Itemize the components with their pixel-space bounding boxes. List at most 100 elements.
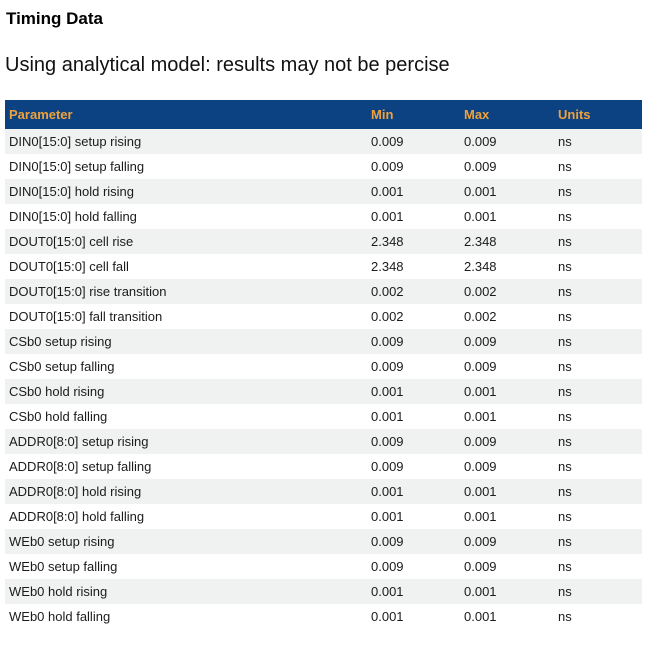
cell-parameter: DOUT0[15:0] fall transition: [9, 309, 163, 324]
cell-max: 0.001: [464, 484, 497, 499]
cell-units: ns: [558, 509, 572, 524]
cell-min: 0.009: [371, 334, 404, 349]
cell-max: 0.009: [464, 134, 497, 149]
page-title: Timing Data: [6, 9, 103, 28]
cell-parameter: CSb0 setup falling: [9, 359, 115, 374]
cell-max: 0.001: [464, 184, 497, 199]
table-row: DIN0[15:0] setup falling 0.009 0.009 ns: [5, 154, 642, 179]
cell-units: ns: [558, 359, 572, 374]
cell-max: 2.348: [464, 259, 497, 274]
table-row: CSb0 hold rising 0.001 0.001 ns: [5, 379, 642, 404]
cell-units: ns: [558, 159, 572, 174]
cell-max: 2.348: [464, 234, 497, 249]
cell-max: 0.002: [464, 309, 497, 324]
cell-units: ns: [558, 484, 572, 499]
cell-min: 0.009: [371, 534, 404, 549]
column-header-min: Min: [371, 107, 394, 122]
table-row: WEb0 hold rising 0.001 0.001 ns: [5, 579, 642, 604]
cell-parameter: WEb0 setup falling: [9, 559, 118, 574]
cell-min: 0.001: [371, 484, 404, 499]
cell-units: ns: [558, 584, 572, 599]
cell-parameter: ADDR0[8:0] hold falling: [9, 509, 145, 524]
cell-min: 0.001: [371, 509, 404, 524]
table-row: DOUT0[15:0] fall transition 0.002 0.002 …: [5, 304, 642, 329]
cell-min: 0.001: [371, 184, 404, 199]
table-row: DOUT0[15:0] rise transition 0.002 0.002 …: [5, 279, 642, 304]
cell-min: 0.009: [371, 134, 404, 149]
cell-max: 0.002: [464, 284, 497, 299]
table-row: ADDR0[8:0] setup rising 0.009 0.009 ns: [5, 429, 642, 454]
cell-min: 0.002: [371, 309, 404, 324]
cell-parameter: CSb0 hold rising: [9, 384, 105, 399]
table-row: ADDR0[8:0] hold falling 0.001 0.001 ns: [5, 504, 642, 529]
cell-min: 0.009: [371, 559, 404, 574]
column-header-units: Units: [558, 107, 591, 122]
cell-parameter: CSb0 setup rising: [9, 334, 112, 349]
cell-units: ns: [558, 134, 572, 149]
table-row: DIN0[15:0] hold rising 0.001 0.001 ns: [5, 179, 642, 204]
cell-min: 2.348: [371, 234, 404, 249]
cell-max: 0.001: [464, 509, 497, 524]
cell-units: ns: [558, 409, 572, 424]
table-body: DIN0[15:0] setup rising 0.009 0.009 ns D…: [5, 129, 642, 629]
cell-min: 0.009: [371, 359, 404, 374]
cell-max: 0.009: [464, 434, 497, 449]
cell-units: ns: [558, 284, 572, 299]
cell-parameter: ADDR0[8:0] hold rising: [9, 484, 142, 499]
cell-max: 0.009: [464, 159, 497, 174]
cell-units: ns: [558, 384, 572, 399]
cell-units: ns: [558, 184, 572, 199]
cell-parameter: DIN0[15:0] hold rising: [9, 184, 135, 199]
cell-units: ns: [558, 534, 572, 549]
table-row: DIN0[15:0] setup rising 0.009 0.009 ns: [5, 129, 642, 154]
cell-min: 0.001: [371, 584, 404, 599]
cell-units: ns: [558, 459, 572, 474]
table-row: DOUT0[15:0] cell rise 2.348 2.348 ns: [5, 229, 642, 254]
table-row: DIN0[15:0] hold falling 0.001 0.001 ns: [5, 204, 642, 229]
cell-parameter: DIN0[15:0] hold falling: [9, 209, 137, 224]
cell-units: ns: [558, 309, 572, 324]
table-header-row: Parameter Min Max Units: [5, 100, 642, 129]
cell-parameter: ADDR0[8:0] setup falling: [9, 459, 152, 474]
cell-min: 0.002: [371, 284, 404, 299]
cell-min: 0.009: [371, 159, 404, 174]
cell-units: ns: [558, 609, 572, 624]
cell-min: 0.001: [371, 209, 404, 224]
table-row: WEb0 setup rising 0.009 0.009 ns: [5, 529, 642, 554]
cell-min: 0.001: [371, 384, 404, 399]
cell-parameter: ADDR0[8:0] setup rising: [9, 434, 149, 449]
page-subtitle: Using analytical model: results may not …: [5, 54, 450, 76]
cell-max: 0.001: [464, 209, 497, 224]
cell-max: 0.001: [464, 609, 497, 624]
cell-max: 0.009: [464, 559, 497, 574]
cell-min: 0.009: [371, 459, 404, 474]
cell-max: 0.001: [464, 384, 497, 399]
timing-table: Parameter Min Max Units DIN0[15:0] setup…: [5, 100, 642, 629]
cell-units: ns: [558, 559, 572, 574]
cell-parameter: WEb0 hold falling: [9, 609, 111, 624]
table-row: CSb0 hold falling 0.001 0.001 ns: [5, 404, 642, 429]
cell-units: ns: [558, 434, 572, 449]
cell-parameter: DOUT0[15:0] cell fall: [9, 259, 129, 274]
cell-min: 0.001: [371, 409, 404, 424]
table-row: CSb0 setup rising 0.009 0.009 ns: [5, 329, 642, 354]
table-row: DOUT0[15:0] cell fall 2.348 2.348 ns: [5, 254, 642, 279]
table-row: WEb0 setup falling 0.009 0.009 ns: [5, 554, 642, 579]
cell-max: 0.009: [464, 459, 497, 474]
cell-min: 2.348: [371, 259, 404, 274]
cell-parameter: WEb0 setup rising: [9, 534, 115, 549]
cell-units: ns: [558, 259, 572, 274]
table-row: WEb0 hold falling 0.001 0.001 ns: [5, 604, 642, 629]
cell-min: 0.001: [371, 609, 404, 624]
table-row: ADDR0[8:0] hold rising 0.001 0.001 ns: [5, 479, 642, 504]
cell-parameter: DOUT0[15:0] cell rise: [9, 234, 134, 249]
table-row: CSb0 setup falling 0.009 0.009 ns: [5, 354, 642, 379]
column-header-max: Max: [464, 107, 490, 122]
cell-min: 0.009: [371, 434, 404, 449]
cell-units: ns: [558, 209, 572, 224]
column-header-parameter: Parameter: [9, 107, 73, 122]
cell-parameter: WEb0 hold rising: [9, 584, 108, 599]
cell-parameter: DIN0[15:0] setup falling: [9, 159, 145, 174]
table-row: ADDR0[8:0] setup falling 0.009 0.009 ns: [5, 454, 642, 479]
cell-units: ns: [558, 234, 572, 249]
